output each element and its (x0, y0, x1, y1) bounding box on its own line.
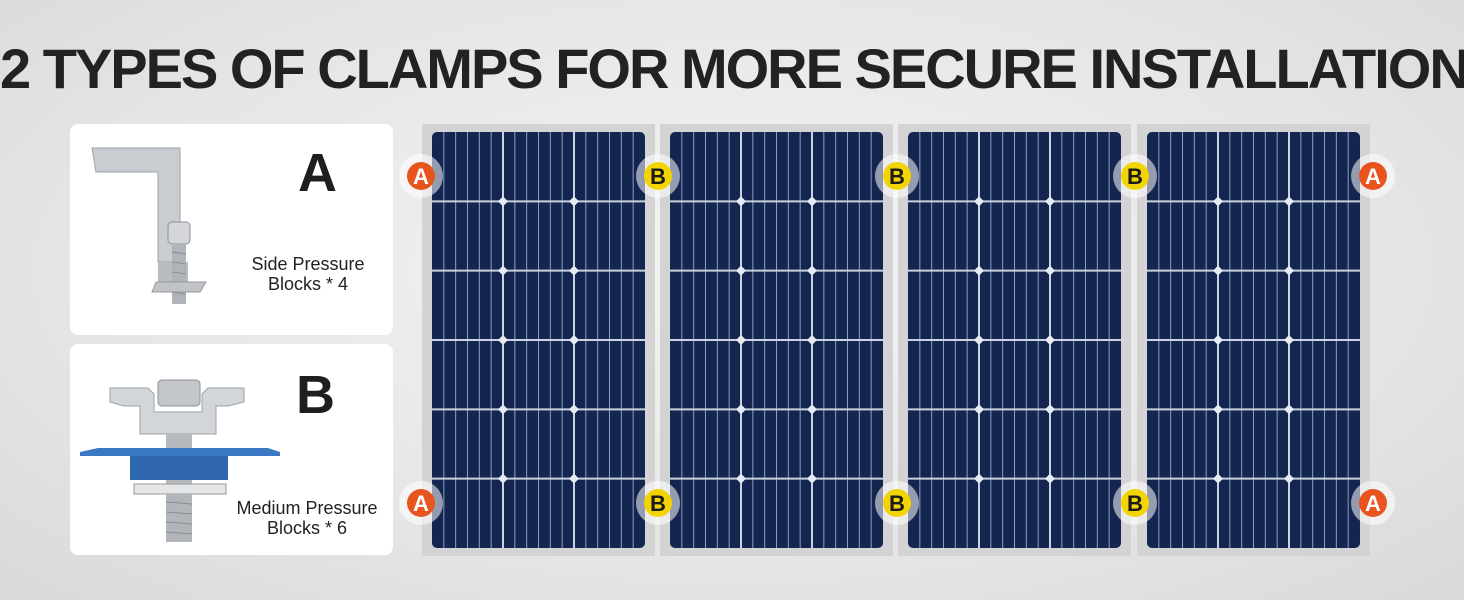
mid-clamp-image (80, 379, 280, 542)
cell-corner (1045, 196, 1055, 207)
cell-corner (1045, 265, 1055, 276)
clamp-badge-b: B (636, 481, 680, 525)
cell-corner (1213, 265, 1223, 276)
caption-line: Medium Pressure (236, 498, 378, 518)
clamp-badge-a: A (1351, 154, 1395, 198)
cell-corner (974, 404, 984, 415)
cell-corner (974, 196, 984, 207)
badge-letter: B (650, 164, 666, 189)
cell-corner (1284, 404, 1294, 415)
cell-corner (1213, 404, 1223, 415)
cell-corner (807, 265, 817, 276)
clamp-badge-b: B (875, 481, 919, 525)
cell-corner (974, 265, 984, 276)
clamp-card-a: A Side Pressure Blocks * 4 (70, 124, 393, 335)
caption-line: Blocks * 4 (267, 274, 349, 294)
cell-corner (1284, 196, 1294, 207)
clamp-letter-b: B (296, 365, 335, 425)
cell-corner (569, 196, 579, 207)
badge-letter: B (889, 491, 905, 516)
badge-letter: A (413, 164, 429, 189)
clamp-badge-a: A (399, 481, 443, 525)
badge-letter: B (1127, 491, 1143, 516)
cell-corner (807, 404, 817, 415)
solar-panel (898, 124, 1131, 556)
clamp-letter-a: A (298, 143, 337, 203)
badge-letter: A (1365, 164, 1381, 189)
clamp-badge-b: B (1113, 481, 1157, 525)
cell-corner (807, 335, 817, 345)
cell-corner (1213, 335, 1223, 345)
cell-corner (1213, 196, 1223, 207)
cell-corner (569, 473, 579, 484)
badge-letter: B (650, 491, 666, 516)
cell-corner (498, 404, 508, 415)
solar-panel (422, 124, 655, 556)
cell-corner (498, 473, 508, 484)
cell-corner (1045, 473, 1055, 484)
cell-corner (1045, 404, 1055, 415)
cell-corner (807, 196, 817, 207)
cell-corner (498, 196, 508, 207)
cell-corner (1284, 265, 1294, 276)
cell-corner (1045, 335, 1055, 345)
cell-corner (498, 335, 508, 345)
cell-corner (807, 473, 817, 484)
cell-corner (498, 265, 508, 276)
side-clamp-image (91, 147, 207, 304)
clamp-badge-b: B (636, 154, 680, 198)
clamp-caption-a: Side Pressure Blocks * 4 (223, 254, 393, 294)
clamp-card-b: B Medium Pressure Blocks * 6 (70, 344, 393, 555)
clamp-caption-b: Medium Pressure Blocks * 6 (222, 498, 392, 538)
solar-panel (1137, 124, 1370, 556)
badge-letter: A (1365, 491, 1381, 516)
cell-corner (569, 265, 579, 276)
caption-line: Blocks * 6 (266, 518, 348, 538)
solar-panel (660, 124, 893, 556)
badge-letter: B (889, 164, 905, 189)
clamp-badge-b: B (875, 154, 919, 198)
cell-corner (569, 335, 579, 345)
cell-corner (736, 404, 746, 415)
badge-letter: A (413, 491, 429, 516)
cell-corner (1284, 473, 1294, 484)
headline: 2 TYPES OF CLAMPS FOR MORE SECURE INSTAL… (0, 37, 1464, 100)
clamp-badge-a: A (1351, 481, 1395, 525)
cell-corner (1213, 473, 1223, 484)
cell-corner (736, 265, 746, 276)
cell-corner (974, 473, 984, 484)
cell-corner (569, 404, 579, 415)
cell-corner (736, 473, 746, 484)
cell-corner (736, 196, 746, 207)
clamp-badge-b: B (1113, 154, 1157, 198)
cell-corner (1284, 335, 1294, 345)
caption-line: Side Pressure (251, 254, 365, 274)
clamp-badge-a: A (399, 154, 443, 198)
cell-corner (974, 335, 984, 345)
cell-corner (736, 335, 746, 345)
badge-letter: B (1127, 164, 1143, 189)
